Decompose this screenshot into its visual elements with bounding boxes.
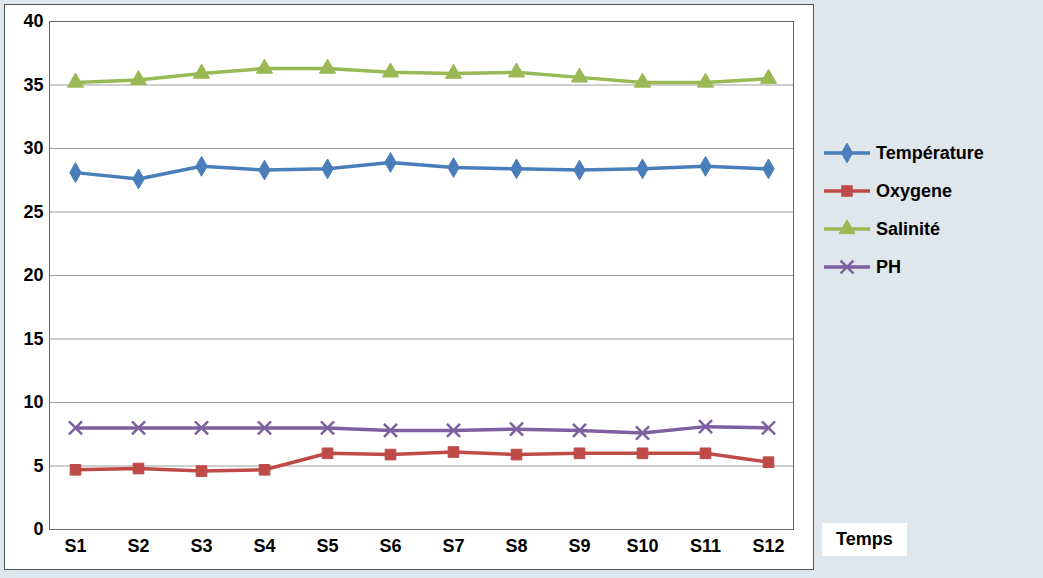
svg-text:S3: S3 xyxy=(190,536,212,556)
svg-text:15: 15 xyxy=(23,329,43,349)
svg-text:40: 40 xyxy=(23,11,43,31)
html-text:PH: PH xyxy=(876,256,901,277)
svg-text:S12: S12 xyxy=(752,536,784,556)
svg-text:S9: S9 xyxy=(568,536,590,556)
svg-text:S10: S10 xyxy=(626,536,658,556)
svg-text:S8: S8 xyxy=(505,536,527,556)
svg-text:20: 20 xyxy=(23,265,43,285)
svg-text:S2: S2 xyxy=(127,536,149,556)
svg-text:10: 10 xyxy=(23,392,43,412)
svg-text:S11: S11 xyxy=(690,536,721,556)
svg-text:S7: S7 xyxy=(442,536,464,556)
html-text:Température: Température xyxy=(876,142,984,163)
html-text:Oxygene: Oxygene xyxy=(876,180,952,201)
svg-text:S4: S4 xyxy=(253,536,275,556)
svg-text:S1: S1 xyxy=(64,536,86,556)
svg-text:S5: S5 xyxy=(316,536,338,556)
svg-text:30: 30 xyxy=(23,138,43,158)
svg-text:5: 5 xyxy=(33,456,43,476)
svg-text:35: 35 xyxy=(23,75,43,95)
svg-text:25: 25 xyxy=(23,202,43,222)
svg-text:S6: S6 xyxy=(379,536,401,556)
html-text:Salinité: Salinité xyxy=(876,218,940,239)
svg-text:0: 0 xyxy=(33,519,43,539)
html-text:Temps: Temps xyxy=(836,529,893,549)
